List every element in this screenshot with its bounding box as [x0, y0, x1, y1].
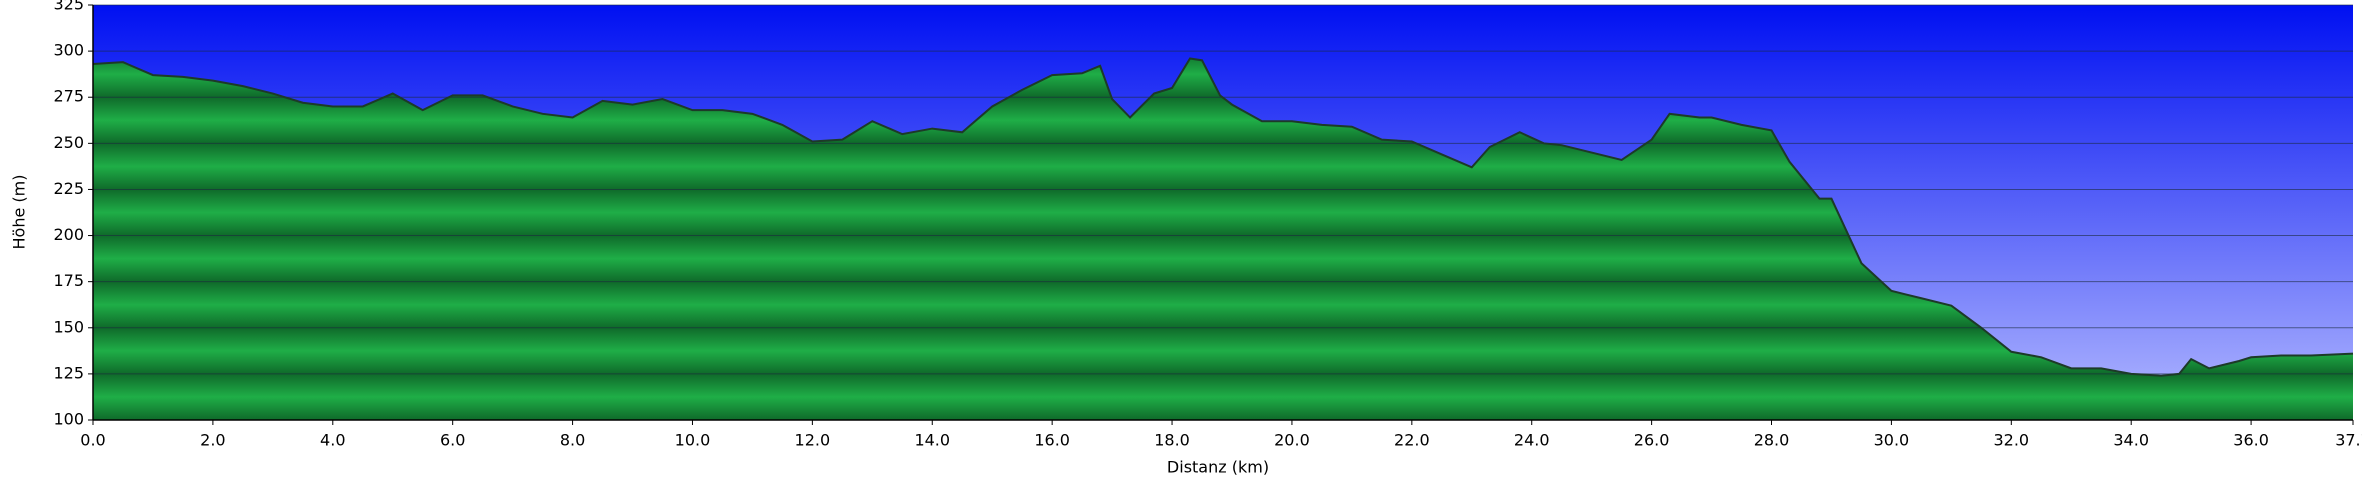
y-tick-label: 250 [53, 133, 84, 152]
elevation-area [93, 58, 2353, 420]
x-tick-label: 10.0 [675, 431, 711, 450]
x-tick-label: 26.0 [1634, 431, 1670, 450]
y-tick-label: 225 [53, 179, 84, 198]
x-tick-label: 14.0 [914, 431, 950, 450]
y-axis-label: Höhe (m) [10, 175, 29, 250]
x-tick-label: 34.0 [2113, 431, 2149, 450]
y-tick-label: 200 [53, 225, 84, 244]
y-tick-label: 275 [53, 87, 84, 106]
x-tick-label: 18.0 [1154, 431, 1190, 450]
x-tick-label: 32.0 [1993, 431, 2029, 450]
y-tick-label: 100 [53, 410, 84, 429]
x-tick-label: 30.0 [1874, 431, 1910, 450]
y-tick-label: 300 [53, 41, 84, 60]
x-tick-label: 28.0 [1754, 431, 1790, 450]
x-tick-label: 8.0 [560, 431, 585, 450]
x-tick-label: 37.7 [2335, 431, 2362, 450]
x-tick-label: 0.0 [80, 431, 105, 450]
x-tick-label: 4.0 [320, 431, 345, 450]
x-tick-label: 20.0 [1274, 431, 1310, 450]
x-axis-label: Distanz (km) [1167, 458, 1269, 477]
x-tick-label: 2.0 [200, 431, 225, 450]
x-tick-label: 36.0 [2233, 431, 2269, 450]
x-tick-label: 6.0 [440, 431, 465, 450]
x-tick-label: 24.0 [1514, 431, 1550, 450]
y-tick-label: 325 [53, 0, 84, 14]
x-tick-label: 22.0 [1394, 431, 1430, 450]
y-tick-label: 150 [53, 317, 84, 336]
y-tick-label: 125 [53, 363, 84, 382]
y-tick-label: 175 [53, 271, 84, 290]
x-tick-label: 12.0 [795, 431, 831, 450]
x-tick-label: 16.0 [1034, 431, 1070, 450]
elevation-line [92, 57, 2354, 377]
